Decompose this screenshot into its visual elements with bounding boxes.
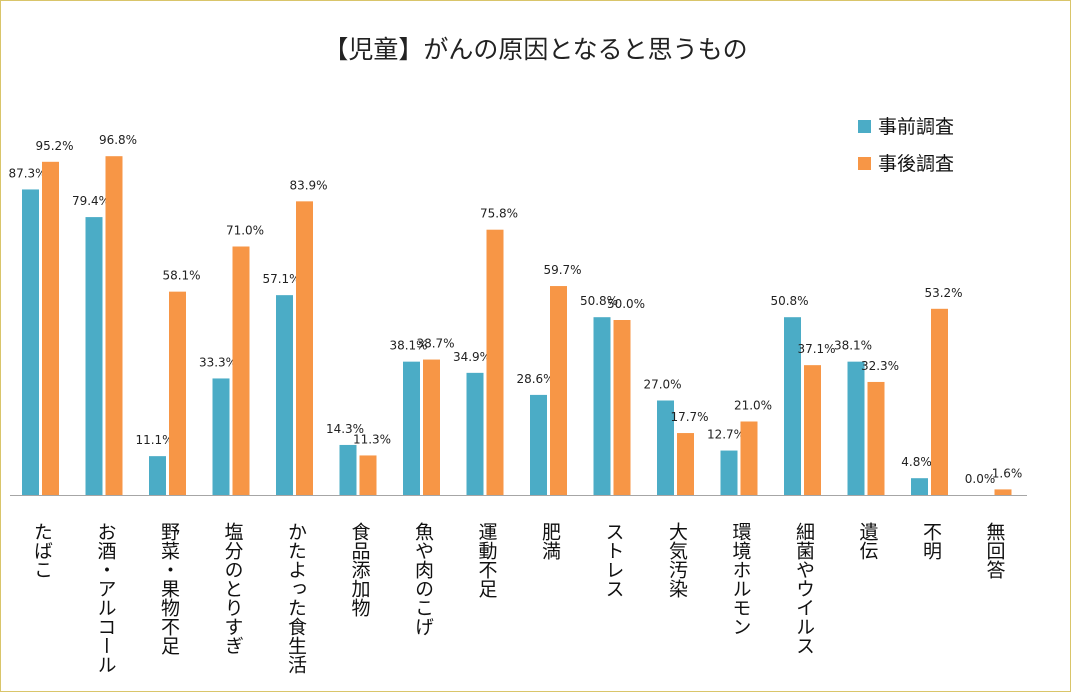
value-label-post-7: 75.8% xyxy=(480,207,518,221)
value-label-post-8: 59.7% xyxy=(543,263,581,277)
value-label-post-6: 38.7% xyxy=(416,337,454,351)
value-label-post-13: 32.3% xyxy=(861,359,899,373)
bar-pre-12 xyxy=(784,317,801,495)
value-label-post-9: 50.0% xyxy=(607,297,645,311)
value-label-pre-12: 50.8% xyxy=(770,294,808,308)
category-label-14: 不明 xyxy=(920,522,942,560)
value-label-pre-8: 28.6% xyxy=(516,372,554,386)
legend-swatch-1 xyxy=(858,157,871,170)
value-label-pre-2: 11.1% xyxy=(135,433,173,447)
legend-swatch-0 xyxy=(858,120,871,133)
legend-label-0: 事前調査 xyxy=(878,116,954,138)
bar-pre-2 xyxy=(149,456,166,495)
bar-pre-8 xyxy=(530,394,547,495)
value-label-post-10: 17.7% xyxy=(670,410,708,424)
bar-pre-13 xyxy=(847,361,865,495)
value-label-post-15: 1.6% xyxy=(992,466,1023,480)
bar-post-11 xyxy=(740,421,758,495)
value-label-pre-13: 38.1% xyxy=(834,339,872,353)
value-label-pre-5: 14.3% xyxy=(326,422,364,436)
bar-pre-0 xyxy=(22,189,39,495)
category-label-5: 食品添加物 xyxy=(349,522,371,617)
bar-post-15 xyxy=(994,489,1012,495)
category-label-12: 細菌やウイルス xyxy=(793,522,815,655)
category-label-8: 肥満 xyxy=(539,522,561,561)
bar-pre-4 xyxy=(276,295,293,495)
chart-title: 【児童】がんの原因となると思うもの xyxy=(323,35,748,64)
value-label-pre-11: 12.7% xyxy=(707,428,745,442)
category-label-10: 大気汚染 xyxy=(666,522,688,598)
value-label-pre-10: 27.0% xyxy=(643,378,681,392)
value-label-pre-0: 87.3% xyxy=(8,166,46,180)
bar-post-10 xyxy=(677,433,694,495)
bar-post-0 xyxy=(42,161,59,496)
category-label-1: お酒・アルコール xyxy=(95,522,117,674)
value-label-pre-7: 34.9% xyxy=(453,350,491,364)
value-label-post-0: 95.2% xyxy=(35,139,73,153)
value-label-pre-4: 57.1% xyxy=(262,272,300,286)
bar-post-1 xyxy=(105,156,123,495)
bar-post-14 xyxy=(931,308,948,495)
bar-pre-7 xyxy=(466,372,484,495)
value-label-post-12: 37.1% xyxy=(797,342,835,356)
bar-post-4 xyxy=(296,201,313,495)
category-label-4: かたよった食生活 xyxy=(285,522,307,674)
bar-post-7 xyxy=(486,229,504,495)
bar-pre-14 xyxy=(911,478,928,495)
category-label-3: 塩分のとりすぎ xyxy=(222,522,244,655)
category-label-11: 環境ホルモン xyxy=(730,522,752,636)
bar-pre-11 xyxy=(720,450,738,495)
bar-post-9 xyxy=(613,320,631,495)
bar-pre-6 xyxy=(403,361,420,495)
value-label-pre-3: 33.3% xyxy=(199,355,237,369)
category-label-15: 無回答 xyxy=(984,522,1006,579)
category-label-9: ストレス xyxy=(603,522,625,598)
value-label-post-5: 11.3% xyxy=(353,432,391,446)
category-label-13: 遺伝 xyxy=(857,522,879,560)
value-label-post-2: 58.1% xyxy=(162,269,200,283)
value-label-post-3: 71.0% xyxy=(226,224,264,238)
category-label-2: 野菜・果物不足 xyxy=(158,522,180,655)
bar-pre-5 xyxy=(339,444,357,495)
value-label-pre-9: 50.8% xyxy=(580,294,618,308)
bar-post-13 xyxy=(867,381,885,495)
bar-post-5 xyxy=(359,455,377,495)
category-label-7: 運動不足 xyxy=(476,522,498,598)
bar-pre-3 xyxy=(212,378,230,495)
value-label-post-1: 96.8% xyxy=(99,133,137,147)
value-label-post-11: 21.0% xyxy=(734,399,772,413)
legend-label-1: 事後調査 xyxy=(878,153,954,175)
bar-pre-1 xyxy=(85,217,103,495)
value-label-post-4: 83.9% xyxy=(289,178,327,192)
value-label-pre-1: 79.4% xyxy=(72,194,110,208)
bar-post-6 xyxy=(423,359,440,495)
bar-post-12 xyxy=(804,365,821,495)
category-label-0: たばこ xyxy=(31,522,53,579)
value-label-pre-6: 38.1% xyxy=(389,339,427,353)
bar-post-3 xyxy=(232,246,250,495)
bar-post-2 xyxy=(169,291,186,495)
bar-pre-9 xyxy=(593,317,611,495)
value-label-pre-15: 0.0% xyxy=(965,472,996,486)
category-label-6: 魚や肉のこげ xyxy=(412,522,434,636)
bar-pre-10 xyxy=(657,400,674,495)
value-label-pre-14: 4.8% xyxy=(901,455,932,469)
bar-post-8 xyxy=(550,286,567,495)
value-label-post-14: 53.2% xyxy=(924,286,962,300)
